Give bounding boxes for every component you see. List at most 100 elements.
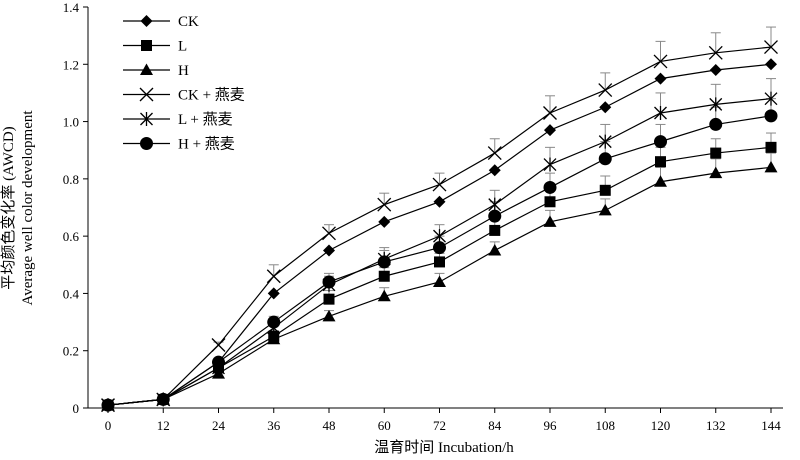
x-tick-label: 36	[267, 418, 281, 433]
y-tick-label: 0.6	[63, 229, 80, 244]
star-marker	[543, 157, 557, 172]
x-marker-stroke	[139, 87, 154, 102]
legend: CK LH CK + 燕麦 L + 燕麦 H + 燕麦	[123, 14, 245, 153]
square-marker	[323, 293, 335, 305]
x-tick-label: 0	[105, 418, 112, 433]
y-axis-title-chinese: 平均颜色变化率 (AWCD)	[0, 126, 17, 289]
x-marker-stroke	[598, 83, 613, 98]
x-marker	[432, 177, 447, 192]
star-marker	[709, 97, 723, 112]
star-marker	[654, 105, 667, 120]
x-marker	[708, 45, 723, 60]
square-marker	[544, 196, 556, 208]
square-marker	[765, 141, 777, 153]
x-marker	[653, 54, 668, 69]
series-markers	[101, 40, 778, 413]
circle-marker	[267, 315, 281, 329]
triangle-marker	[140, 63, 153, 75]
x-marker-stroke	[266, 269, 281, 284]
triangle-marker	[654, 175, 667, 187]
y-axis-title-english: Average well color development	[20, 110, 36, 306]
x-marker	[598, 83, 613, 98]
x-tick-label: 84	[488, 418, 502, 433]
y-tick-label: 1.0	[63, 115, 79, 130]
x-marker-stroke	[211, 338, 226, 352]
x-tick-label: 12	[157, 418, 170, 433]
legend-label: L	[178, 39, 187, 55]
x-marker-stroke	[708, 45, 723, 60]
legend-item: L	[123, 39, 187, 55]
x-marker-stroke	[432, 177, 447, 192]
circle-marker	[764, 109, 778, 123]
triangle-marker	[377, 289, 391, 302]
circle-marker	[488, 209, 502, 223]
diamond-marker	[378, 215, 391, 228]
y-tick-label: 0	[73, 401, 80, 416]
legend-item: CK	[123, 14, 199, 30]
x-marker	[139, 87, 154, 102]
square-marker	[378, 270, 390, 282]
legend-item: H	[123, 63, 189, 79]
triangle-marker	[598, 203, 612, 216]
circle-marker	[212, 355, 225, 369]
x-marker	[377, 197, 392, 212]
diamond-marker	[140, 15, 153, 27]
diamond-marker	[599, 101, 612, 114]
legend-label: CK	[178, 14, 199, 30]
axes: 0 12 24 36 48 60 72 84 96 108 120 132 144 0 0.2 0.4 0.6 0…	[63, 0, 783, 433]
circle-marker	[598, 152, 612, 166]
x-marker-stroke	[322, 226, 336, 241]
x-marker	[211, 338, 226, 352]
x-marker	[322, 226, 336, 241]
circle-marker	[140, 137, 153, 150]
x-tick-label: 24	[212, 418, 226, 433]
diamond-marker	[433, 195, 446, 208]
triangle-marker	[267, 332, 281, 345]
x-marker-stroke	[653, 54, 668, 69]
triangle-marker	[543, 215, 557, 227]
triangle-marker	[709, 166, 723, 179]
y-tick-label: 0.2	[63, 344, 79, 359]
y-tick-label: 1.2	[63, 57, 79, 72]
diamond-marker	[765, 58, 777, 71]
x-tick-label: 120	[651, 418, 671, 433]
diamond-marker	[323, 244, 335, 257]
x-marker	[266, 269, 281, 284]
circle-marker	[322, 275, 336, 289]
circle-marker	[377, 255, 391, 269]
x-marker	[487, 146, 502, 161]
square-marker	[599, 184, 611, 196]
x-axis-title: 温育时间 Incubation/h	[374, 439, 514, 456]
circle-marker	[101, 398, 115, 412]
square-marker	[655, 156, 666, 168]
square-marker	[141, 40, 152, 51]
diamond-marker	[544, 124, 556, 137]
x-tick-label: 96	[544, 418, 558, 433]
legend-item: H + 燕麦	[123, 136, 235, 153]
x-tick-label: 108	[596, 418, 616, 433]
legend-label: L + 燕麦	[178, 111, 233, 128]
star-marker	[598, 134, 612, 149]
legend-label: H	[178, 63, 189, 79]
x-tick-label: 48	[323, 418, 336, 433]
square-marker	[489, 224, 501, 236]
legend-label: CK + 燕麦	[178, 87, 245, 104]
circle-marker	[709, 117, 723, 131]
circle-marker	[433, 241, 446, 255]
triangle-marker	[488, 243, 502, 256]
legend-label: H + 燕麦	[178, 136, 235, 153]
x-tick-label: 144	[761, 418, 781, 433]
triangle-marker	[764, 160, 778, 173]
star-marker	[433, 229, 446, 244]
x-tick-label: 132	[706, 418, 726, 433]
star-marker	[488, 197, 502, 212]
diamond-marker	[654, 72, 667, 85]
star-marker	[764, 91, 778, 106]
y-tick-label: 1.4	[63, 0, 80, 15]
star-marker	[140, 112, 153, 126]
diamond-marker	[267, 287, 280, 300]
y-tick-label: 0.8	[63, 172, 79, 187]
circle-marker	[543, 180, 557, 194]
legend-item: CK + 燕麦	[123, 87, 245, 104]
